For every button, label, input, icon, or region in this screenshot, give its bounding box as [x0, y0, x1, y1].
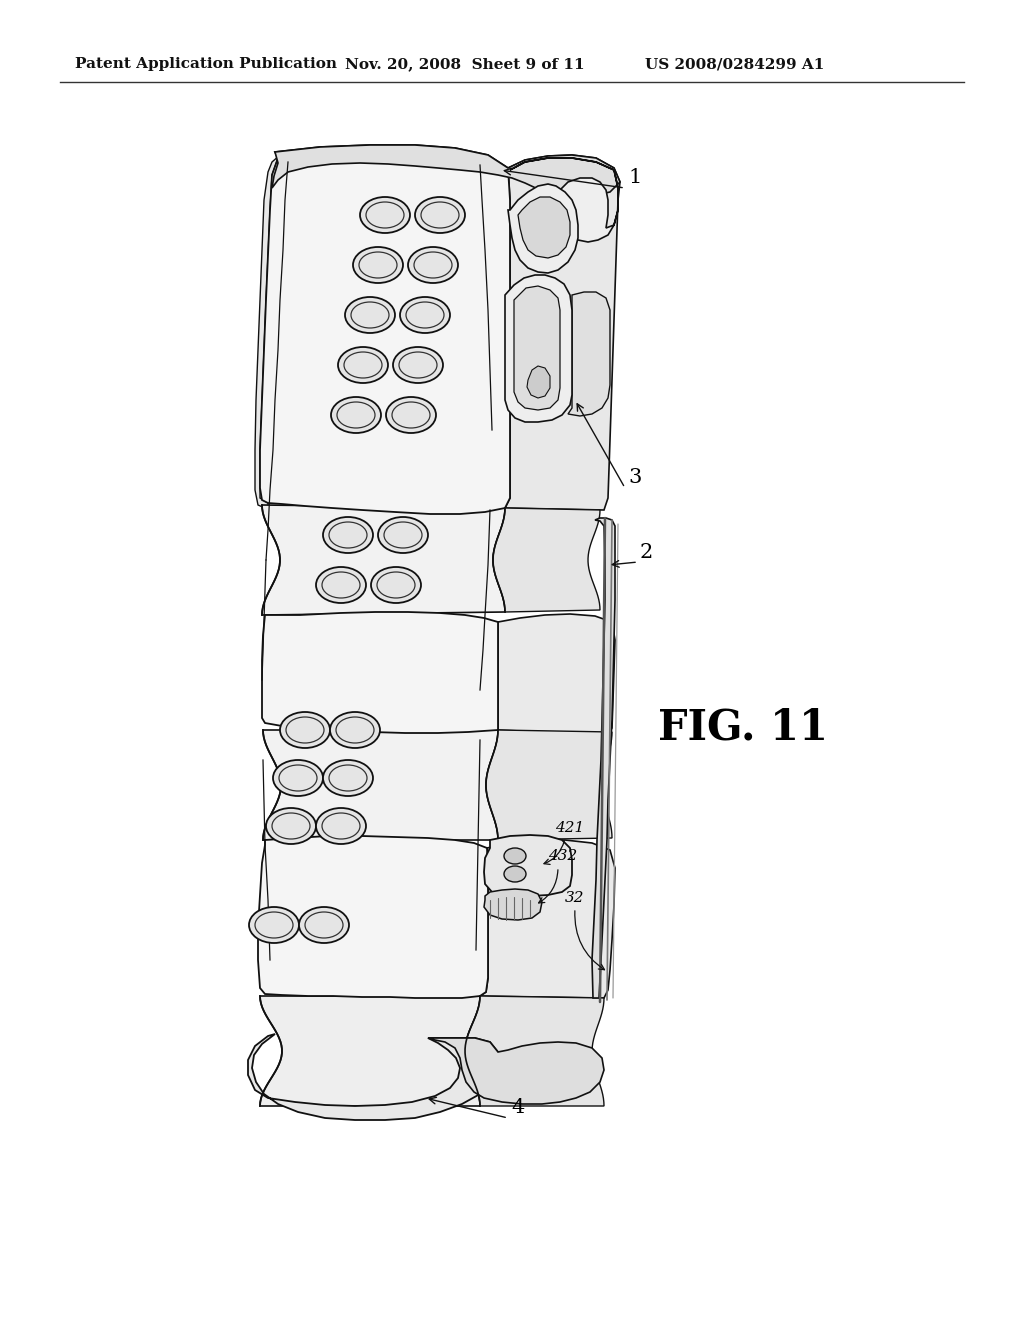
Polygon shape — [493, 508, 600, 612]
Ellipse shape — [371, 568, 421, 603]
Text: 4: 4 — [511, 1098, 524, 1117]
Ellipse shape — [415, 197, 465, 234]
Polygon shape — [510, 158, 618, 242]
Polygon shape — [568, 292, 610, 416]
Ellipse shape — [299, 907, 349, 942]
Text: Patent Application Publication: Patent Application Publication — [75, 57, 337, 71]
Text: 2: 2 — [640, 543, 653, 562]
Polygon shape — [248, 1034, 498, 1119]
Ellipse shape — [400, 297, 450, 333]
Ellipse shape — [353, 247, 403, 282]
Ellipse shape — [393, 347, 443, 383]
Polygon shape — [258, 836, 488, 998]
Ellipse shape — [345, 297, 395, 333]
Ellipse shape — [273, 760, 323, 796]
Polygon shape — [428, 1038, 604, 1104]
Text: 3: 3 — [628, 469, 641, 487]
Ellipse shape — [408, 247, 458, 282]
Polygon shape — [260, 145, 510, 513]
Text: 432: 432 — [548, 849, 578, 863]
Polygon shape — [527, 366, 550, 399]
Polygon shape — [260, 997, 480, 1106]
Polygon shape — [262, 612, 498, 733]
Polygon shape — [255, 152, 286, 508]
Ellipse shape — [280, 711, 330, 748]
Ellipse shape — [331, 397, 381, 433]
Text: 32: 32 — [565, 891, 585, 906]
Polygon shape — [484, 888, 542, 920]
Text: FIG. 11: FIG. 11 — [658, 708, 828, 748]
Ellipse shape — [249, 907, 299, 942]
Polygon shape — [592, 517, 615, 998]
Ellipse shape — [323, 517, 373, 553]
Polygon shape — [508, 183, 578, 273]
Polygon shape — [514, 286, 560, 411]
Ellipse shape — [330, 711, 380, 748]
Polygon shape — [486, 730, 612, 840]
Ellipse shape — [386, 397, 436, 433]
Text: Nov. 20, 2008  Sheet 9 of 11: Nov. 20, 2008 Sheet 9 of 11 — [345, 57, 585, 71]
Polygon shape — [262, 506, 505, 615]
Polygon shape — [505, 154, 620, 510]
Polygon shape — [272, 145, 620, 195]
Polygon shape — [484, 836, 572, 896]
Ellipse shape — [323, 760, 373, 796]
Polygon shape — [480, 840, 615, 998]
Ellipse shape — [316, 808, 366, 843]
Ellipse shape — [338, 347, 388, 383]
Polygon shape — [263, 730, 498, 840]
Text: 1: 1 — [628, 168, 641, 187]
Polygon shape — [505, 275, 572, 422]
Ellipse shape — [504, 847, 526, 865]
Polygon shape — [518, 197, 570, 257]
Ellipse shape — [360, 197, 410, 234]
Ellipse shape — [316, 568, 366, 603]
Text: 421: 421 — [555, 821, 585, 836]
Text: US 2008/0284299 A1: US 2008/0284299 A1 — [645, 57, 824, 71]
Polygon shape — [498, 614, 615, 735]
Polygon shape — [465, 997, 604, 1106]
Ellipse shape — [266, 808, 316, 843]
Ellipse shape — [504, 866, 526, 882]
Ellipse shape — [378, 517, 428, 553]
